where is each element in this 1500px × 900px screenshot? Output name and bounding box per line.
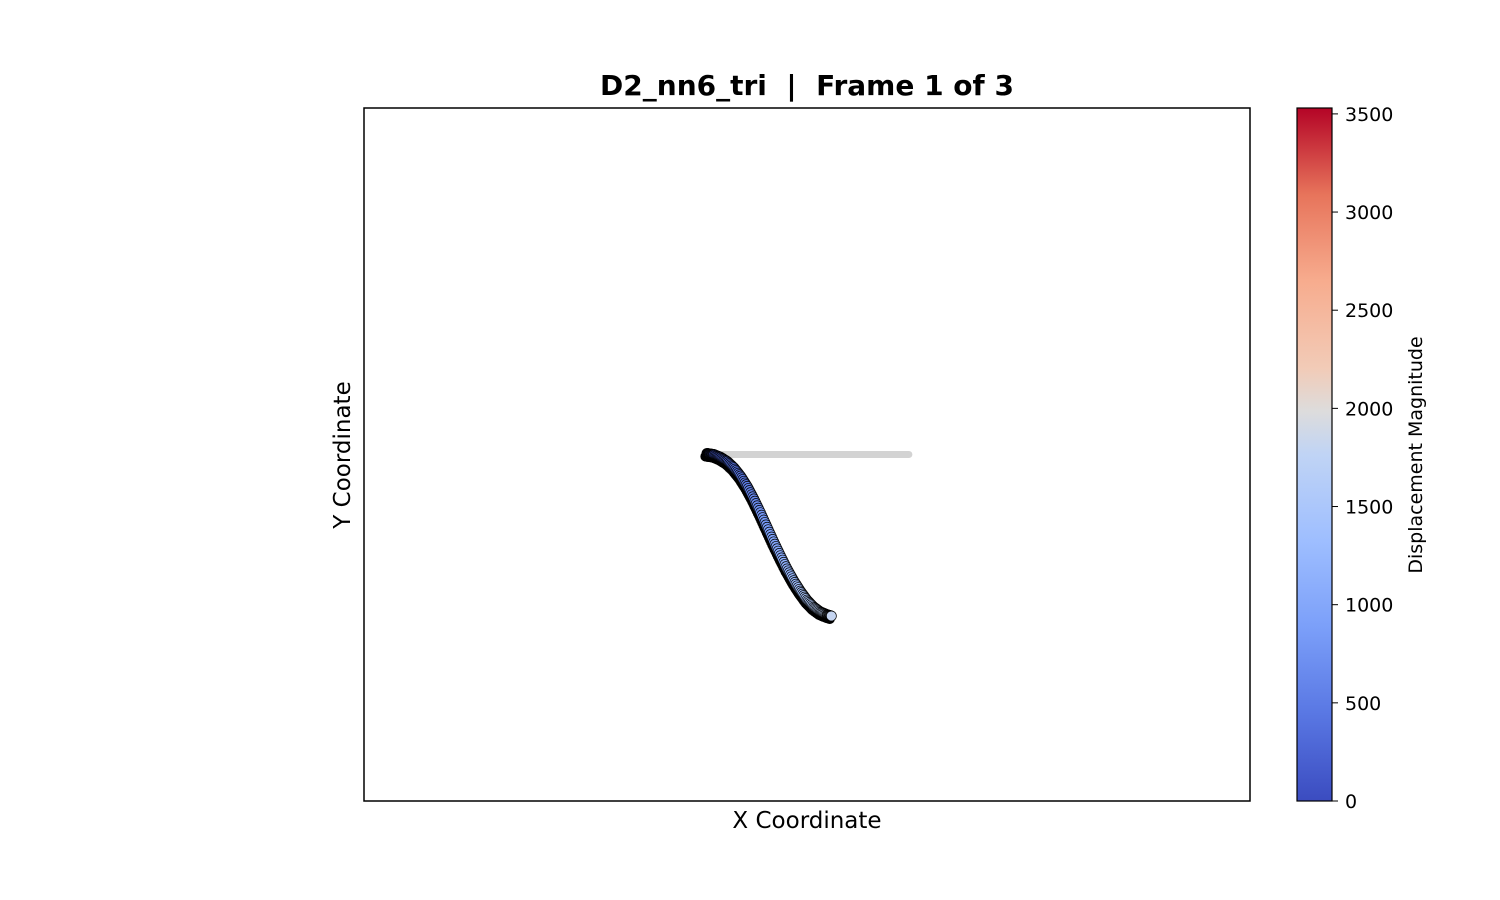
colorbar-ticks: 0 500 1000 1500 2000 2500 3000 3500 [1332, 104, 1393, 813]
chart-title: D2_nn6_tri | Frame 1 of 3 [600, 69, 1014, 102]
colorbar-label: Displacement Magnitude [1405, 336, 1427, 573]
colorbar-tick-label: 3000 [1345, 202, 1393, 224]
colorbar-tick-label: 0 [1345, 791, 1357, 813]
x-axis-label: X Coordinate [732, 808, 881, 834]
colorbar-tick-label: 1500 [1345, 497, 1393, 519]
colorbar-tick-label: 1000 [1345, 595, 1393, 617]
data-point [826, 610, 837, 622]
y-axis-label: Y Coordinate [330, 381, 356, 529]
colorbar-tick-label: 500 [1345, 693, 1381, 715]
colorbar-tick-label: 2500 [1345, 300, 1393, 322]
axes-frame [363, 107, 1251, 802]
colorbar-tick-label: 2000 [1345, 398, 1393, 420]
colorbar-tick-label: 3500 [1345, 104, 1393, 126]
colorbar [1296, 107, 1333, 802]
plot-area [700, 448, 913, 624]
